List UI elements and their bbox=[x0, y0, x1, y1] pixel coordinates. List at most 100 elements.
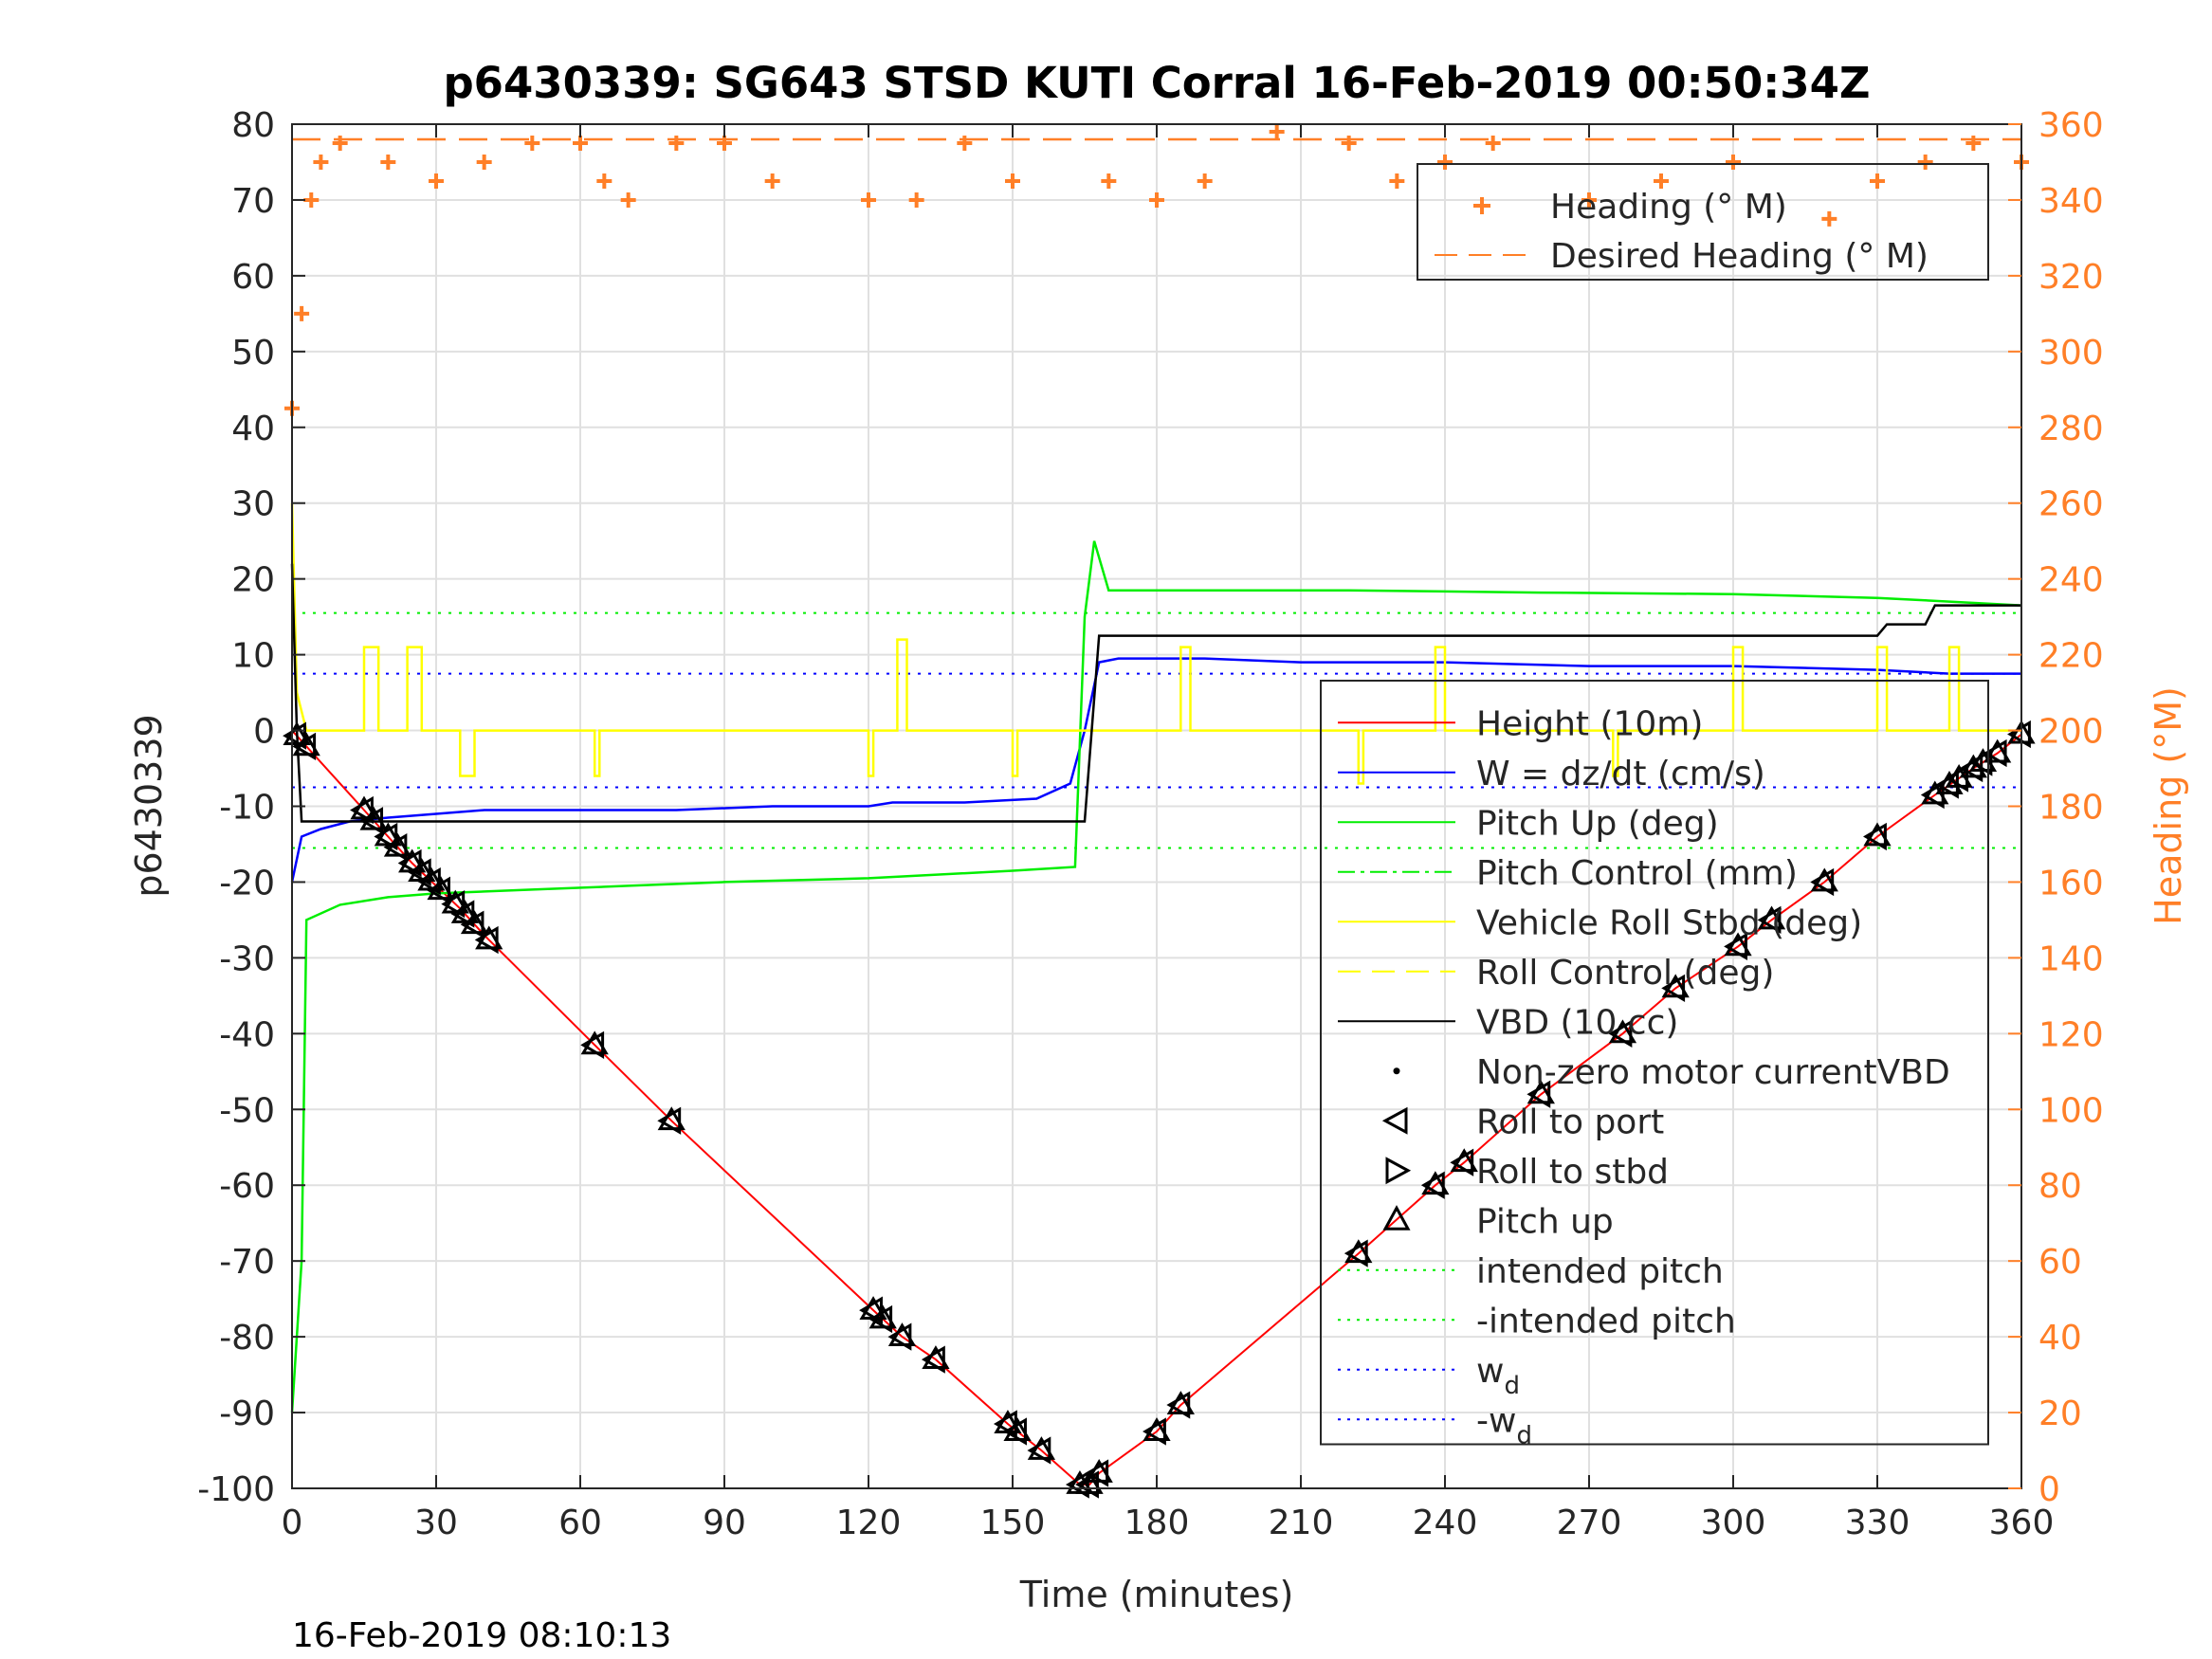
legend-heading: Heading (° M) Desired Heading (° M) bbox=[1417, 163, 1989, 281]
heading-point bbox=[1005, 173, 1020, 189]
y-tick-label-left: -80 bbox=[219, 1319, 275, 1358]
roll-marker bbox=[1608, 1019, 1633, 1048]
legend-entry-label: VBD (10 cc) bbox=[1476, 1003, 1678, 1042]
y-axis-label-right: Heading (°M) bbox=[2148, 686, 2189, 925]
y-tick-label-left: 10 bbox=[231, 637, 275, 676]
roll-marker bbox=[460, 910, 484, 939]
roll-marker bbox=[1920, 780, 1945, 810]
legend-entry-label: -wd bbox=[1476, 1401, 1532, 1449]
y-tick-label-left: 80 bbox=[231, 106, 275, 145]
legend-swatch bbox=[1381, 1106, 1408, 1135]
x-axis-label: Time (minutes) bbox=[1019, 1574, 1294, 1615]
heading-point bbox=[861, 191, 876, 208]
y-tick-label-right: 360 bbox=[2038, 106, 2104, 145]
roll-marker bbox=[921, 1345, 945, 1374]
y-tick-label-right: 40 bbox=[2038, 1319, 2082, 1358]
roll-marker bbox=[1810, 867, 1835, 897]
heading-point bbox=[294, 305, 310, 321]
heading-point bbox=[908, 191, 924, 208]
heading-point bbox=[303, 191, 320, 208]
series-layer bbox=[284, 123, 2029, 1486]
y-tick-label-right: 0 bbox=[2038, 1470, 2060, 1509]
legend-swatch bbox=[1473, 197, 1490, 214]
y-tick-label-left: -30 bbox=[219, 939, 275, 978]
x-tick-label: 270 bbox=[1557, 1504, 1622, 1542]
heading-point bbox=[1821, 210, 1837, 227]
roll-marker bbox=[868, 1304, 893, 1334]
heading-point bbox=[1197, 173, 1213, 189]
y-tick-label-left: -40 bbox=[219, 1015, 275, 1054]
x-tick-label: 330 bbox=[1845, 1504, 1910, 1542]
legend-entry-label: wd bbox=[1476, 1352, 1520, 1400]
legend-swatch bbox=[1393, 1067, 1400, 1075]
heading-point bbox=[1485, 135, 1501, 151]
heading-point bbox=[620, 191, 636, 208]
y-tick-label-right: 20 bbox=[2038, 1395, 2082, 1433]
legend-entry-label: Roll Control (deg) bbox=[1476, 954, 1774, 993]
y-axis-label-left: p6430339 bbox=[128, 714, 170, 897]
x-tick-label: 180 bbox=[1124, 1504, 1190, 1542]
heading-point bbox=[1654, 173, 1669, 189]
series-line-height-10m bbox=[291, 729, 2022, 1486]
y-tick-label-left: -100 bbox=[197, 1470, 275, 1509]
heading-point bbox=[332, 135, 348, 151]
y-tick-label-right: 140 bbox=[2038, 939, 2104, 978]
heading-point bbox=[1870, 173, 1885, 189]
heading-point bbox=[957, 135, 973, 151]
roll-marker bbox=[292, 732, 317, 760]
x-tick-label: 210 bbox=[1269, 1504, 1334, 1542]
x-tick-label: 0 bbox=[282, 1504, 303, 1542]
legend-entry-label: Height (10m) bbox=[1476, 704, 1703, 743]
y-tick-label-left: -10 bbox=[219, 789, 275, 828]
roll-marker bbox=[1983, 738, 2007, 768]
y-tick-label-right: 240 bbox=[2038, 561, 2104, 600]
y-tick-label-left: -90 bbox=[219, 1395, 275, 1433]
roll-marker bbox=[1420, 1171, 1445, 1199]
y-tick-label-right: 200 bbox=[2038, 713, 2104, 752]
heading-point bbox=[1101, 173, 1117, 189]
heading-point bbox=[1917, 154, 1933, 170]
roll-marker bbox=[657, 1106, 682, 1135]
y-tick-label-right: 220 bbox=[2038, 637, 2104, 676]
y-tick-label-left: -60 bbox=[219, 1167, 275, 1206]
y-tick-label-right: 120 bbox=[2038, 1015, 2104, 1054]
legend-main: Height (10m) W = dz/dt (cm/s) Pitch Up (de… bbox=[1320, 680, 1989, 1449]
grid bbox=[291, 123, 2022, 1489]
legend-entry-label: Pitch up bbox=[1476, 1202, 1614, 1241]
legend-entry-label: W = dz/dt (cm/s) bbox=[1476, 755, 1765, 793]
y-tick-label-right: 300 bbox=[2038, 334, 2104, 373]
y-tick-label-right: 340 bbox=[2038, 182, 2104, 221]
legend-entry-subscript: d bbox=[1504, 1372, 1520, 1400]
x-tick-label: 90 bbox=[703, 1504, 746, 1542]
y-tick-label-right: 80 bbox=[2038, 1167, 2082, 1206]
roll-marker bbox=[1526, 1080, 1551, 1108]
heading-point bbox=[429, 173, 444, 189]
roll-marker bbox=[1027, 1436, 1051, 1465]
heading-point bbox=[1581, 191, 1597, 208]
heading-point bbox=[476, 154, 492, 170]
x-tick-label: 150 bbox=[980, 1504, 1046, 1542]
heading-point bbox=[380, 154, 396, 170]
heading-point bbox=[1149, 191, 1164, 208]
roll-marker bbox=[2007, 720, 2031, 749]
legend-entry-label: Non-zero motor currentVBD bbox=[1476, 1053, 1950, 1092]
y-tick-label-right: 60 bbox=[2038, 1243, 2082, 1282]
legend-entry-label: Roll to stbd bbox=[1476, 1153, 1669, 1192]
roll-marker bbox=[1450, 1148, 1474, 1176]
roll-marker bbox=[1757, 905, 1782, 935]
heading-point bbox=[596, 173, 612, 189]
axes: 0 30 60 90 120 150 180 210 240 270 300 330 360-100-9… bbox=[197, 106, 2103, 1542]
y-tick-label-left: -50 bbox=[219, 1091, 275, 1130]
legend-entry-label: intended pitch bbox=[1476, 1252, 1724, 1291]
heading-point bbox=[524, 135, 540, 151]
roll-marker bbox=[383, 833, 408, 862]
legend-entry-subscript: d bbox=[1516, 1421, 1532, 1449]
roll-marker bbox=[1344, 1239, 1368, 1267]
x-tick-label: 300 bbox=[1701, 1504, 1766, 1542]
series-line-vbd-10-cc bbox=[290, 563, 2021, 823]
legend-entry-label: Vehicle Roll Stbd (deg) bbox=[1476, 903, 1862, 942]
chart-title: p6430339: SG643 STSD KUTI Corral 16-Feb-… bbox=[443, 58, 1870, 108]
legend-entry-label: -intended pitch bbox=[1476, 1302, 1736, 1340]
heading-point bbox=[573, 135, 588, 151]
